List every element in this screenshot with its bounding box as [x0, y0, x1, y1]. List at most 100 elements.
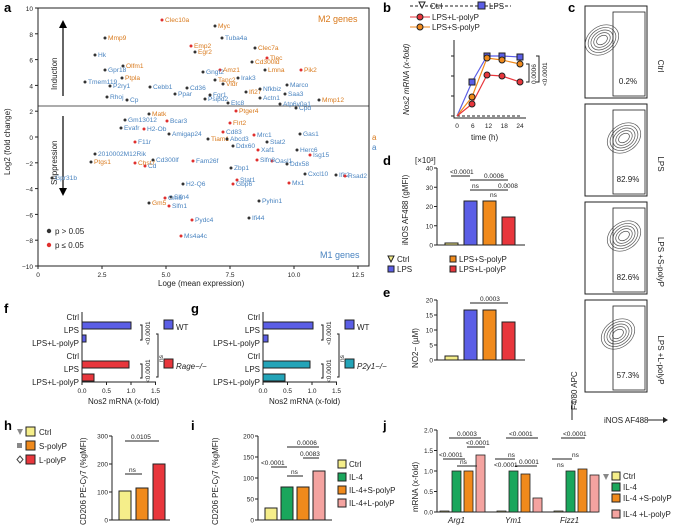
f-bracket-2 — [156, 333, 159, 378]
g-xticks-label: 1.5 — [332, 388, 341, 395]
gene-label-m2: Flrt2 — [233, 120, 247, 127]
legend-sig-dot — [46, 242, 52, 248]
gene-label-down: Stat1 — [240, 177, 256, 184]
j-bar — [451, 470, 462, 513]
a-xlabel: Loge (mean expression) — [158, 279, 245, 288]
b-xtick-label: 0 — [455, 123, 459, 130]
flow-contour — [603, 321, 633, 347]
flow-contour — [618, 230, 630, 242]
panel-label-g: g — [191, 301, 199, 316]
gene-label-up: Fgr1 — [213, 92, 227, 99]
i-legend-ctrl: Ctrl — [349, 460, 362, 469]
b-xlabel: time (h) — [471, 133, 498, 142]
gene-label-up: Cpd — [299, 105, 311, 112]
flow-contour — [587, 27, 617, 53]
gene-dot — [125, 98, 129, 102]
g-bracket-2 — [337, 333, 340, 378]
legend-ns-dot — [46, 228, 52, 234]
h-yticks-label: 100 — [97, 490, 108, 497]
gene-label-down: Stat2 — [270, 139, 286, 146]
j-gene-ym1: Ym1 — [505, 516, 521, 525]
gene-dot — [258, 87, 262, 91]
f-rows: Ctrl LPS LPS+L-polyP Ctrl LPS LPS+L-polyP — [32, 313, 79, 387]
legend-sig: p ≤ 0.05 — [55, 241, 84, 250]
gene-dot — [299, 68, 303, 72]
gene-dot — [229, 166, 233, 170]
b-s-series — [456, 57, 521, 117]
gene-label-up: Ppar — [178, 91, 193, 98]
gene-label-down: Ddx58 — [290, 161, 309, 168]
gene-dot — [148, 85, 152, 89]
j-bar — [508, 470, 519, 513]
f-rows-label: LPS — [64, 326, 79, 335]
gene-dot — [165, 119, 169, 123]
gene-dot — [133, 161, 137, 165]
g-rows-label: LPS — [245, 365, 260, 374]
gene-label-down: Isg15 — [313, 152, 329, 159]
b-legend-s: LPS+S-polyP — [432, 23, 480, 32]
panel-c: c 0.2% Ctrl 82.9% LPS 82.6% LPS +S-polyP 57.3%… — [568, 0, 668, 425]
j-top-pval-3: <0.0001 — [563, 431, 587, 438]
flow-rows: 0.2% Ctrl 82.9% LPS 82.6% LPS +S-polyP 57.3% LP… — [584, 5, 665, 393]
a-ylabel: Log2 (fold change) — [3, 108, 12, 175]
gene-label-down: Mx1 — [292, 180, 305, 187]
gene-dot — [236, 76, 240, 80]
gene-dot — [173, 92, 177, 96]
gene-dot — [294, 106, 298, 110]
suppression-arrowhead — [59, 188, 67, 196]
gene-label-down: Gpr31b — [55, 175, 77, 182]
gene-dot — [193, 50, 197, 54]
panel-b: b Ctrl LPS LPS+L-polyP LPS+S-polyP Nos2 … — [383, 0, 549, 142]
d-pval-5: 0.0008 — [498, 183, 518, 190]
i-yticks-label: 150 — [243, 455, 254, 462]
g-bar-lps-wt — [262, 321, 314, 330]
flow-contour — [618, 132, 630, 144]
f-pval-2: ns — [158, 354, 165, 362]
i-legend-ctrl-swatch — [337, 459, 347, 469]
panel-label-b: b — [383, 0, 391, 15]
g-bar-l-wt — [262, 334, 269, 343]
gene-label-up: Actn1 — [263, 95, 280, 102]
gene-dot — [228, 121, 232, 125]
g-bar-lps-p2y1 — [262, 360, 311, 369]
b-l-pt24 — [516, 78, 524, 86]
d-pval-2: ns — [472, 183, 480, 190]
gene-label-m2: Vldr — [226, 81, 239, 88]
flow-row-label: LPS +S-polyP — [656, 237, 665, 287]
gene-label-m2: Pik2 — [304, 67, 317, 74]
gene-dot — [285, 162, 289, 166]
i-pval-2: ns — [291, 469, 299, 476]
gene-label-down: Cxcl10 — [308, 171, 328, 178]
d-legend-l: LPS+L-polyP — [459, 265, 506, 274]
e-yticks-label: 20 — [426, 298, 434, 305]
gene-label-m2: Ptgs1 — [94, 159, 111, 166]
b-yticks — [451, 55, 454, 117]
g-rows-label: LPS — [245, 326, 260, 335]
gene-dot — [201, 70, 205, 74]
gene-label-m2: Tiam1 — [211, 136, 229, 143]
panel-g: g Ctrl LPS LPS+L-polyP Ctrl LPS LPS+L-polyP 0… — [191, 301, 387, 406]
b-legend-ctrl: Ctrl — [430, 2, 443, 11]
f-xticks-label: 1.5 — [151, 388, 160, 395]
gene-label-m2: Mmp9 — [108, 35, 127, 42]
gene-dot — [121, 64, 125, 68]
e-yticks: 20 15 10 5 0 — [426, 298, 437, 365]
j-pval-3: ns — [460, 459, 468, 466]
i-legend-s: IL-4+S-polyP — [349, 486, 395, 495]
e-yticks-label: 0 — [429, 358, 433, 365]
b-lps-pt6 — [468, 78, 476, 86]
h-legend-s-marker — [17, 443, 22, 448]
i-legend-l: IL-4+L-polyP — [349, 499, 395, 508]
a-xtick-label: 0 — [36, 272, 40, 279]
gene-label-down: Gm13012 — [128, 117, 157, 124]
gene-label-up: Hk — [98, 52, 107, 59]
b-l-pt12 — [483, 71, 491, 79]
d-scale: [×10³] — [415, 156, 436, 165]
gene-dot — [189, 44, 193, 48]
b-xtick-label: 12 — [485, 123, 493, 130]
gene-label-up: Cebb1 — [153, 84, 173, 91]
h-legend-s-swatch — [25, 440, 36, 451]
a-ytick-label: 8 — [29, 32, 33, 39]
f-bar-lps-wt — [81, 321, 132, 330]
j-yticks-label: 2.0 — [424, 428, 433, 435]
